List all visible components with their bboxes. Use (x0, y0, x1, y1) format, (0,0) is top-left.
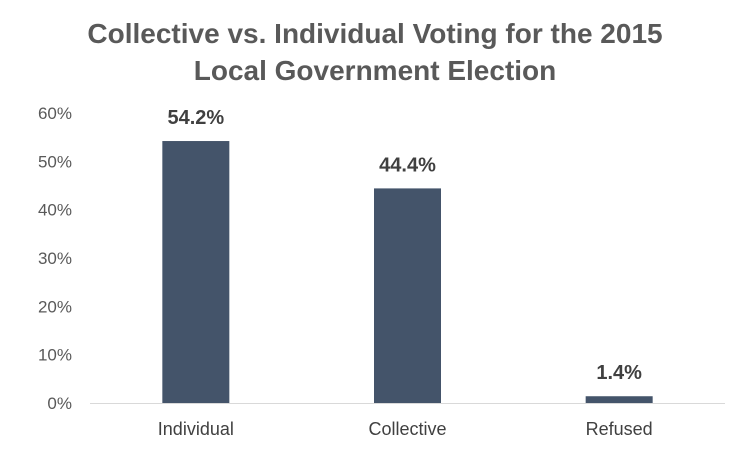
y-tick-label: 30% (38, 249, 72, 268)
y-tick-label: 20% (38, 297, 72, 316)
chart-title: Collective vs. Individual Voting for the… (87, 18, 662, 86)
x-category-label: Individual (158, 419, 234, 439)
data-label-collective: 44.4% (379, 154, 436, 176)
data-label-individual: 54.2% (167, 107, 224, 129)
y-tick-label: 0% (47, 394, 72, 413)
bar-refused (585, 396, 653, 403)
chart-title-line-2: Local Government Election (194, 55, 557, 86)
x-axis: Individual Collective Refused (90, 403, 725, 439)
y-tick-label: 50% (38, 152, 72, 171)
plot-area: 54.2% 44.4% 1.4% (162, 107, 653, 404)
y-tick-label: 10% (38, 346, 72, 365)
y-tick-label: 60% (38, 104, 72, 123)
y-tick-label: 40% (38, 201, 72, 220)
x-category-label: Refused (586, 419, 653, 439)
bar-individual (162, 141, 230, 404)
chart-title-line-1: Collective vs. Individual Voting for the… (87, 18, 662, 49)
x-category-label: Collective (368, 419, 446, 439)
data-label-refused: 1.4% (596, 362, 642, 384)
bar-collective (374, 188, 441, 403)
y-axis: 0% 10% 20% 30% 40% 50% 60% (38, 104, 72, 413)
